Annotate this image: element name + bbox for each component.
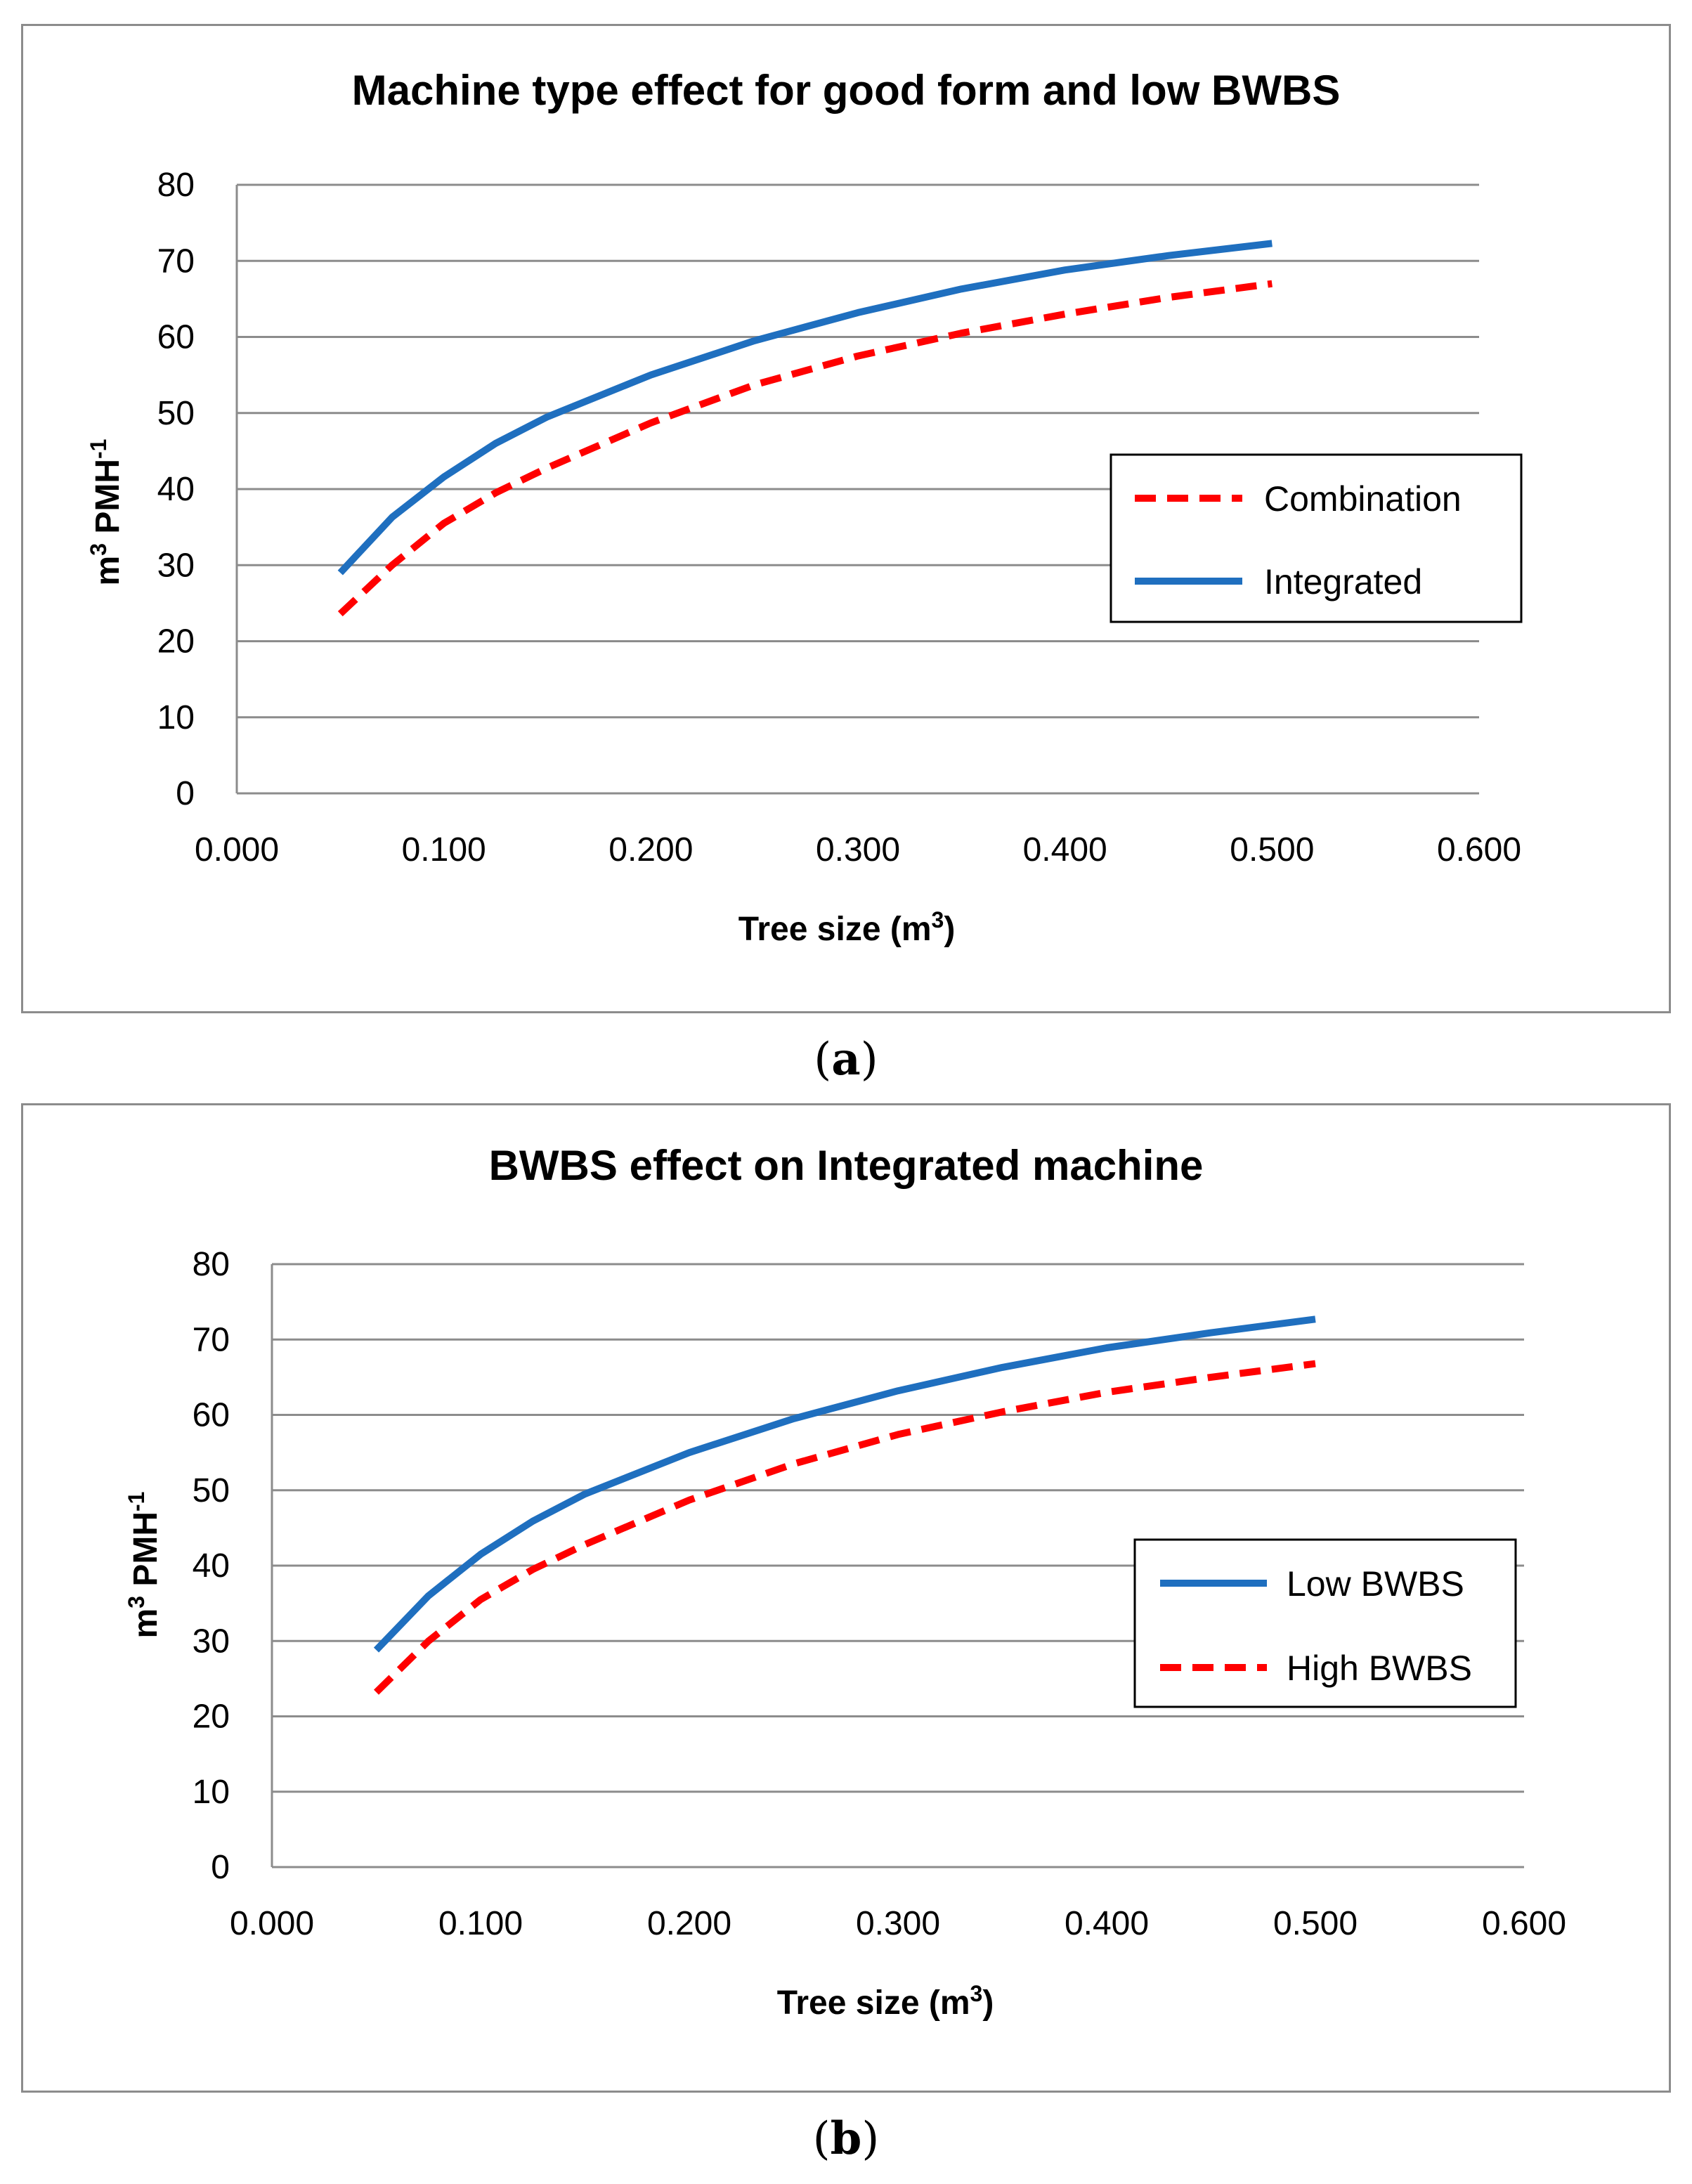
x-tick-label: 0.600 — [1482, 1905, 1566, 1942]
y-tick-label: 10 — [157, 699, 195, 736]
y-tick-label: 0 — [176, 775, 195, 812]
x-tick-label: 0.400 — [1023, 831, 1107, 869]
chart-b: BWBS effect on Integrated machine 0 10 20 3… — [124, 1142, 1566, 2022]
y-tick-label: 60 — [193, 1397, 230, 1434]
x-tick-label: 0.400 — [1065, 1905, 1149, 1942]
x-tick-label: 0.000 — [195, 831, 279, 869]
x-tick-label: 0.100 — [438, 1905, 523, 1942]
y-tick-label: 50 — [193, 1472, 230, 1509]
y-tick-label: 20 — [193, 1698, 230, 1736]
chart-panel-a: Machine type effect for good form and lo… — [21, 24, 1671, 1013]
caption-b: (b) — [812, 2112, 880, 2165]
x-tick-label: 0.300 — [816, 831, 900, 869]
legend-label-low-bwbs: Low BWBS — [1287, 1564, 1464, 1604]
x-tick-label: 0.100 — [402, 831, 486, 869]
caption-a: (a) — [814, 1033, 878, 1086]
y-tick-label: 80 — [157, 167, 195, 204]
y-tick-label: 10 — [193, 1774, 230, 1811]
legend-box — [1133, 1538, 1517, 1708]
legend-label-combination: Combination — [1264, 479, 1462, 519]
legend-label-high-bwbs: High BWBS — [1287, 1649, 1472, 1688]
chart-title: Machine type effect for good form and lo… — [352, 67, 1341, 114]
x-tick-label: 0.600 — [1437, 831, 1521, 869]
y-tick-label: 0 — [211, 1849, 230, 1886]
series-line-low-bwbs — [373, 1315, 1316, 1653]
y-tick-label: 30 — [193, 1623, 230, 1660]
chart-panel-b: BWBS effect on Integrated machine 0 10 20 3… — [21, 1103, 1671, 2093]
x-tick-label: 0.200 — [647, 1905, 731, 1942]
y-tick-label: 40 — [157, 471, 195, 508]
y-tick-label: 50 — [157, 395, 195, 432]
chart-a: Machine type effect for good form and lo… — [86, 67, 1523, 948]
y-axis-label: m3 PMH-1 — [86, 439, 126, 586]
y-tick-label: 20 — [157, 623, 195, 661]
series-line-combination — [337, 280, 1273, 617]
y-axis-label: m3 PMH-1 — [124, 1492, 164, 1639]
legend-label-integrated: Integrated — [1264, 562, 1422, 602]
x-tick-label: 0.500 — [1230, 831, 1314, 869]
x-tick-label: 0.500 — [1273, 1905, 1358, 1942]
series-line-high-bwbs — [373, 1360, 1316, 1695]
x-tick-label: 0.200 — [609, 831, 693, 869]
y-tick-label: 70 — [193, 1321, 230, 1358]
x-tick-label: 0.300 — [856, 1905, 940, 1942]
legend-box — [1109, 453, 1523, 623]
x-axis-label: Tree size (m3) — [777, 1981, 994, 2022]
y-tick-label: 80 — [193, 1246, 230, 1283]
y-tick-label: 40 — [193, 1547, 230, 1585]
legend: Low BWBS High BWBS — [1133, 1538, 1517, 1708]
y-tick-label: 30 — [157, 547, 195, 584]
series-line-integrated — [337, 240, 1273, 576]
y-tick-label: 60 — [157, 319, 195, 356]
legend: Combination Integrated — [1109, 453, 1523, 623]
chart-title: BWBS effect on Integrated machine — [489, 1142, 1204, 1189]
x-axis-label: Tree size (m3) — [738, 907, 956, 948]
y-tick-label: 70 — [157, 242, 195, 280]
x-tick-label: 0.000 — [230, 1905, 314, 1942]
